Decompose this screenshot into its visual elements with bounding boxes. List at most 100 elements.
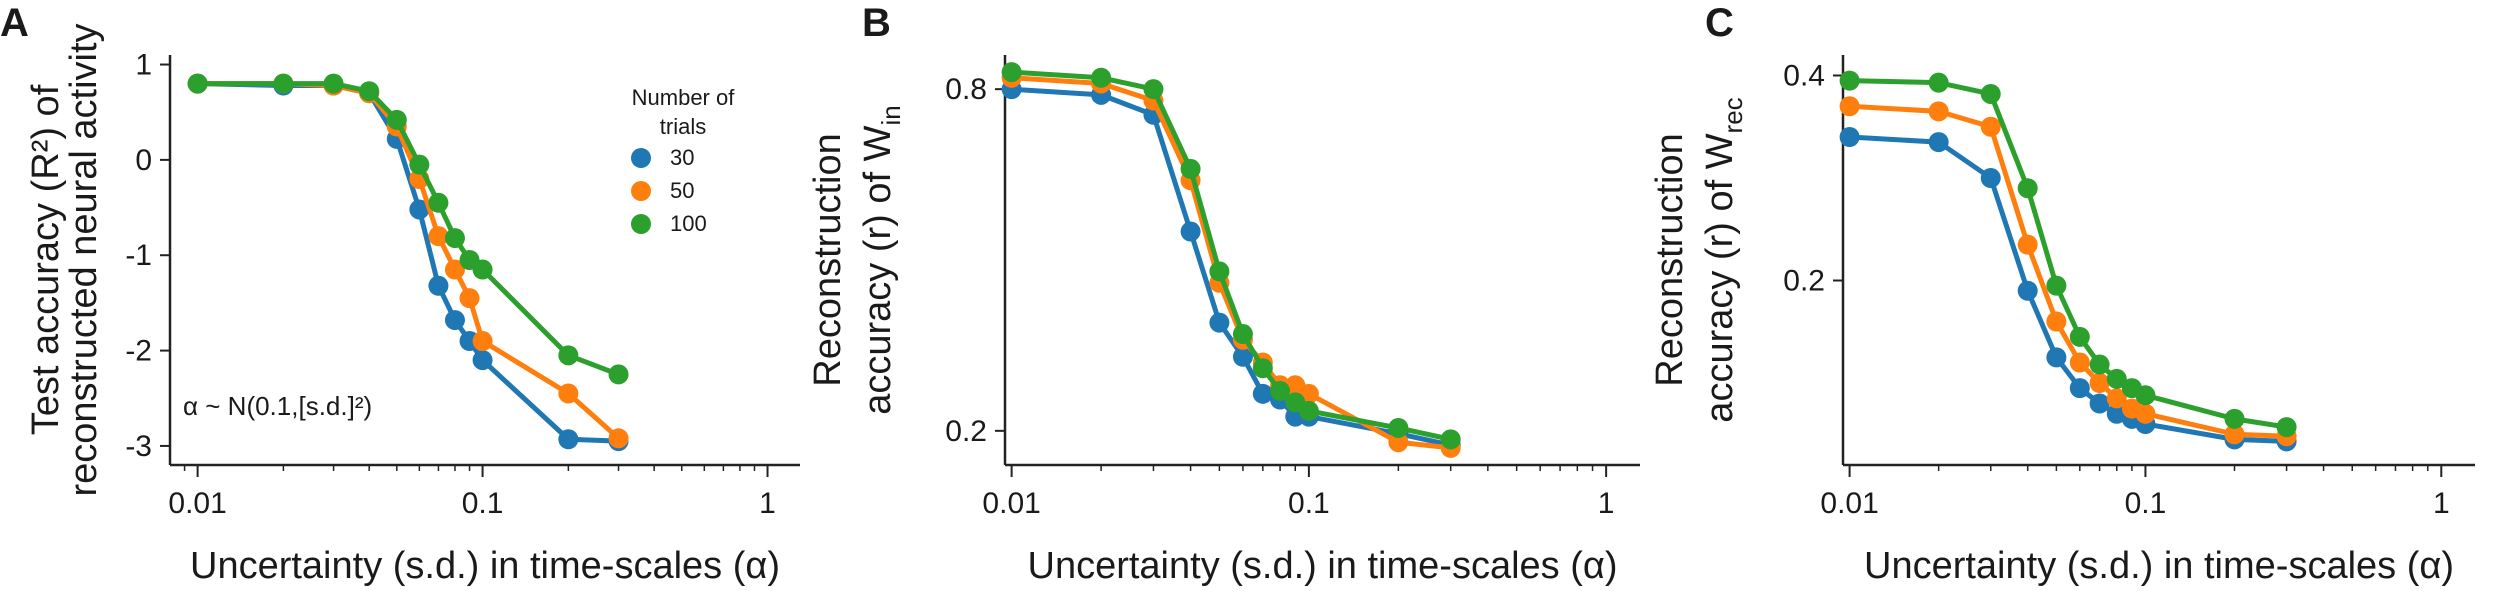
data-point-50 (444, 259, 465, 280)
data-point-30 (2106, 403, 2127, 424)
x-tick-label: 1 (759, 487, 776, 520)
data-point-100 (2276, 417, 2297, 438)
panel-B: B 0.01 0.1 1 0.8 0.2 Uncertainty (s.d.) in tim… (807, 1, 1640, 587)
panel-A: A 0.01 0.1 1 1 0 -1 -2 -3 Uncertainty (s.d.) in t… (0, 1, 800, 587)
x-tick-label: 0.1 (2125, 487, 2167, 520)
data-point-30 (558, 429, 579, 450)
data-point-50 (2106, 388, 2127, 409)
y-axis-label: accuracy (r) of Wrec (1699, 97, 1748, 422)
data-point-50 (2089, 373, 2110, 393)
data-point-100 (2089, 354, 2110, 375)
legend-title: Number of (632, 85, 736, 110)
data-point-50 (459, 288, 480, 309)
data-point-100 (1252, 358, 1273, 379)
data-point-100 (1270, 380, 1291, 401)
data-point-100 (1388, 417, 1409, 438)
y-axis-label-text: accuracy (r) of W (1699, 133, 1741, 422)
data-point-100 (187, 73, 208, 94)
panel-letter: A (0, 1, 29, 45)
data-point-100 (1980, 83, 2001, 104)
y-axis-label: accuracy (r) of Win (857, 105, 906, 415)
data-point-100 (2069, 326, 2090, 347)
data-point-100 (386, 109, 407, 130)
data-point-30 (2017, 280, 2038, 301)
x-axis-label: Uncertainty (s.d.) in time-scales (α) (1864, 545, 2454, 587)
data-point-100 (444, 228, 465, 249)
series-line-50 (1011, 75, 1451, 451)
data-point-100 (1180, 158, 1201, 179)
data-point-100 (409, 154, 430, 175)
x-tick-label: 0.01 (1820, 487, 1878, 520)
data-point-50 (428, 226, 449, 247)
y-tick-label: 0.8 (945, 73, 987, 106)
legend-marker-50 (631, 181, 651, 201)
x-tick-label: 0.1 (462, 487, 504, 520)
series-line-30 (1011, 86, 1452, 448)
x-tick-label: 1 (2433, 487, 2450, 520)
data-point-50 (1839, 96, 1860, 117)
data-point-50 (2046, 311, 2067, 332)
data-point-30 (409, 199, 430, 220)
series-line-100 (1011, 69, 1452, 442)
data-point-100 (1839, 70, 1860, 91)
x-axis-label: Uncertainty (s.d.) in time-scales (α) (1028, 545, 1618, 587)
data-point-30 (1209, 312, 1230, 333)
y-axis-label-text: accuracy (r) of W (857, 125, 899, 414)
legend-label: 30 (670, 145, 694, 170)
data-point-100 (558, 345, 579, 366)
data-point-100 (1001, 62, 1022, 83)
data-point-50 (2135, 403, 2156, 424)
data-point-30 (472, 350, 493, 371)
data-point-50 (1388, 432, 1409, 453)
data-point-50 (472, 331, 493, 352)
y-tick-label: 1 (135, 49, 152, 82)
data-point-100 (1232, 324, 1253, 345)
y-axis-label-subscript: rec (1718, 97, 1748, 133)
panel-letter: C (1705, 1, 1734, 45)
legend-marker-30 (631, 148, 651, 168)
y-tick-label: -2 (125, 335, 152, 368)
data-point-100 (273, 73, 294, 94)
y-tick-label: 0.2 (945, 415, 987, 448)
x-tick-label: 1 (1598, 487, 1615, 520)
data-point-30 (1980, 168, 2001, 188)
data-point-30 (2046, 347, 2067, 368)
series-line-50 (1849, 103, 2287, 439)
data-point-30 (1839, 127, 1860, 147)
data-point-100 (1209, 261, 1230, 282)
data-point-50 (558, 383, 579, 404)
x-tick-label: 0.01 (982, 487, 1040, 520)
y-axis-label: Reconstruction (807, 133, 849, 386)
x-tick-label: 0.1 (1288, 487, 1330, 520)
legend-label: 100 (670, 211, 707, 236)
data-point-50 (608, 428, 629, 449)
data-point-30 (1928, 132, 1949, 153)
panel-C: C 0.01 0.1 1 0.4 0.2 Uncertainty (s.d.) in tim… (1649, 1, 2475, 587)
data-point-30 (444, 310, 465, 331)
y-axis-label: Test accuracy (R²) of (25, 84, 67, 435)
data-point-50 (2069, 352, 2090, 373)
data-point-100 (2106, 368, 2127, 389)
annotation: α ~ N(0.1,[s.d.]²) (183, 391, 372, 421)
data-point-30 (2089, 393, 2110, 414)
data-point-100 (323, 73, 344, 94)
data-point-100 (2046, 275, 2067, 296)
data-point-100 (472, 259, 493, 280)
data-point-100 (1298, 400, 1319, 421)
series-line-30 (1849, 134, 2287, 444)
data-point-100 (2017, 178, 2038, 199)
y-tick-label: 0.2 (1783, 265, 1825, 298)
data-point-30 (1252, 383, 1273, 404)
data-point-30 (2069, 378, 2090, 399)
data-point-30 (1180, 221, 1201, 242)
data-point-100 (1928, 72, 1949, 93)
legend-label: 50 (670, 178, 694, 203)
data-point-100 (2224, 408, 2245, 429)
y-tick-label: 0 (135, 144, 152, 177)
legend-title: trials (660, 114, 706, 139)
data-point-50 (2224, 424, 2245, 445)
y-axis-label: Reconstruction (1649, 133, 1691, 386)
legend: Number of trials 30 50 100 (631, 85, 735, 236)
data-point-100 (608, 364, 629, 385)
